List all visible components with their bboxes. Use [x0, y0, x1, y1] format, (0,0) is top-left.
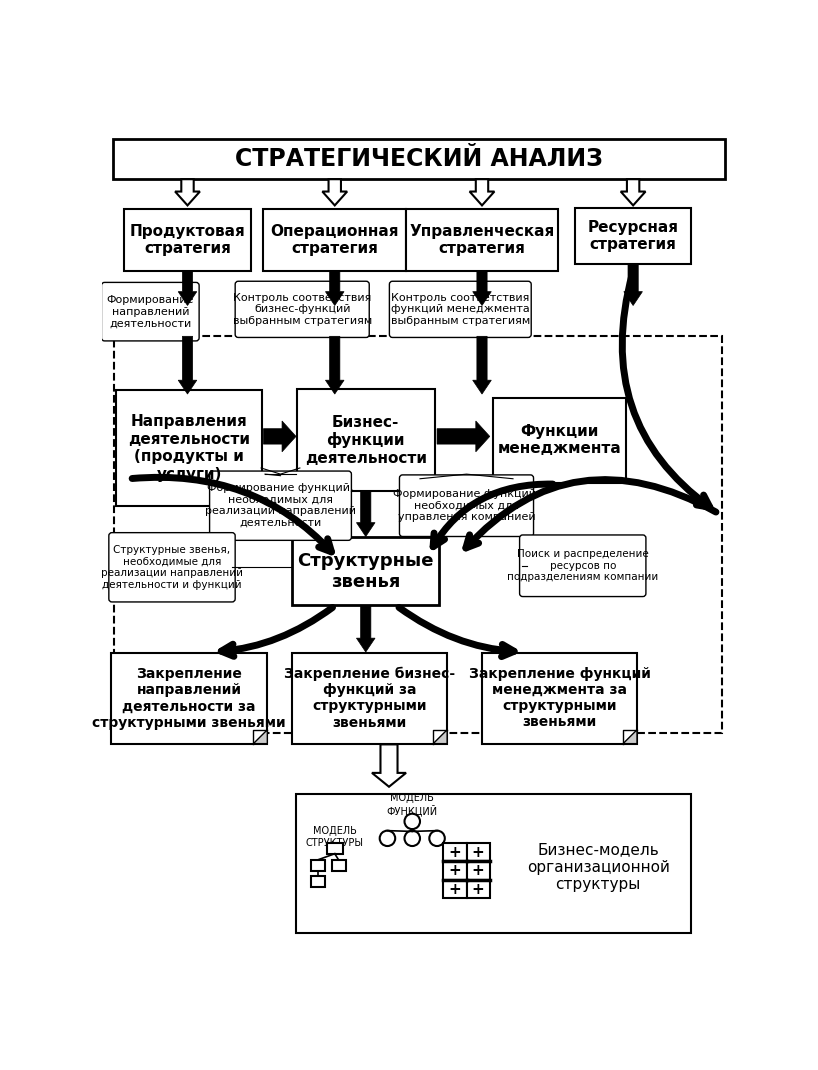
Text: Контроль соответствия
функций менеджмента
выбранным стратегиям: Контроль соответствия функций менеджмент…: [391, 293, 530, 326]
Text: Закрепление
направлений
деятельности за
структурными звеньями: Закрепление направлений деятельности за …: [92, 667, 285, 730]
Text: Контроль соответствия
бизнес-функций
выбранным стратегиям: Контроль соответствия бизнес-функций выб…: [232, 293, 372, 326]
FancyBboxPatch shape: [109, 533, 235, 602]
FancyBboxPatch shape: [389, 281, 531, 337]
Text: Закрепление бизнес-
функций за
структурными
звеньями: Закрепление бизнес- функций за структурн…: [284, 667, 455, 730]
FancyBboxPatch shape: [482, 653, 637, 744]
Polygon shape: [326, 336, 344, 394]
FancyBboxPatch shape: [297, 389, 434, 491]
Text: СТРАТЕГИЧЕСКИЙ АНАЛИЗ: СТРАТЕГИЧЕСКИЙ АНАЛИЗ: [236, 148, 603, 171]
Text: Бизнес-
функции
деятельности: Бизнес- функции деятельности: [305, 415, 427, 465]
Text: Формирование
направлений
деятельности: Формирование направлений деятельности: [106, 295, 194, 328]
Text: Продуктовая
стратегия: Продуктовая стратегия: [129, 224, 245, 256]
Text: +: +: [472, 844, 484, 859]
Text: +: +: [472, 863, 484, 878]
FancyBboxPatch shape: [493, 398, 626, 483]
FancyBboxPatch shape: [116, 391, 262, 506]
Text: Закрепление функций
менеджмента за
структурными
звеньями: Закрепление функций менеджмента за струк…: [469, 667, 650, 730]
FancyBboxPatch shape: [296, 794, 691, 933]
Text: Операционная
стратегия: Операционная стратегия: [271, 224, 399, 256]
Polygon shape: [473, 272, 492, 306]
Text: Бизнес-модель
организационной
структуры: Бизнес-модель организационной структуры: [527, 843, 670, 892]
Text: +: +: [448, 863, 461, 878]
Polygon shape: [357, 606, 375, 652]
FancyBboxPatch shape: [466, 880, 490, 899]
Text: Поиск и распределение
ресурсов по
подразделениям компании: Поиск и распределение ресурсов по подраз…: [507, 549, 658, 582]
Text: МОДЕЛЬ
ФУНКЦИЙ: МОДЕЛЬ ФУНКЦИЙ: [387, 793, 438, 816]
FancyBboxPatch shape: [292, 537, 439, 605]
Text: +: +: [472, 882, 484, 897]
FancyBboxPatch shape: [311, 860, 325, 871]
Text: Структурные
звенья: Структурные звенья: [298, 552, 434, 591]
FancyBboxPatch shape: [124, 210, 251, 271]
FancyBboxPatch shape: [443, 861, 466, 880]
FancyBboxPatch shape: [575, 209, 691, 264]
Polygon shape: [624, 264, 642, 306]
Polygon shape: [473, 336, 492, 394]
Text: МОДЕЛЬ
СТРУКТУРЫ: МОДЕЛЬ СТРУКТУРЫ: [306, 826, 364, 847]
FancyBboxPatch shape: [263, 210, 407, 271]
Text: +: +: [448, 882, 461, 897]
FancyBboxPatch shape: [110, 653, 267, 744]
Polygon shape: [437, 421, 490, 452]
Polygon shape: [621, 179, 645, 205]
Text: Ресурсная
стратегия: Ресурсная стратегия: [587, 220, 679, 253]
Polygon shape: [178, 272, 197, 306]
FancyBboxPatch shape: [399, 475, 533, 536]
Polygon shape: [623, 730, 637, 744]
FancyBboxPatch shape: [327, 843, 343, 854]
FancyBboxPatch shape: [443, 843, 466, 861]
FancyBboxPatch shape: [235, 281, 369, 337]
Polygon shape: [470, 179, 494, 205]
Polygon shape: [254, 730, 267, 744]
Polygon shape: [322, 179, 347, 205]
Text: +: +: [448, 844, 461, 859]
Text: Направления
деятельности
(продукты и
услуги): Направления деятельности (продукты и усл…: [128, 414, 250, 482]
Text: Управленческая
стратегия: Управленческая стратегия: [409, 224, 555, 256]
FancyBboxPatch shape: [407, 210, 558, 271]
FancyBboxPatch shape: [311, 876, 325, 887]
FancyBboxPatch shape: [519, 535, 646, 597]
Text: Формирование функций,
необходимых для
реализации направлений
деятельности: Формирование функций, необходимых для ре…: [205, 484, 356, 529]
FancyBboxPatch shape: [209, 471, 352, 540]
FancyBboxPatch shape: [466, 861, 490, 880]
Text: Формирование функций,
необходимых для
управления компанией: Формирование функций, необходимых для уп…: [393, 489, 540, 522]
FancyBboxPatch shape: [466, 843, 490, 861]
FancyBboxPatch shape: [443, 880, 466, 899]
Text: Структурные звенья,
необходимые для
реализации направлений
деятельности и функци: Структурные звенья, необходимые для реал…: [101, 545, 243, 590]
FancyBboxPatch shape: [292, 653, 447, 744]
Text: Функции
менеджмента: Функции менеджмента: [497, 424, 622, 457]
FancyBboxPatch shape: [331, 860, 345, 871]
Polygon shape: [175, 179, 200, 205]
Polygon shape: [372, 745, 406, 786]
FancyBboxPatch shape: [101, 282, 199, 341]
Polygon shape: [178, 336, 197, 394]
Polygon shape: [263, 421, 296, 452]
Polygon shape: [326, 272, 344, 306]
FancyBboxPatch shape: [113, 139, 726, 179]
Polygon shape: [434, 730, 447, 744]
Polygon shape: [357, 492, 375, 536]
